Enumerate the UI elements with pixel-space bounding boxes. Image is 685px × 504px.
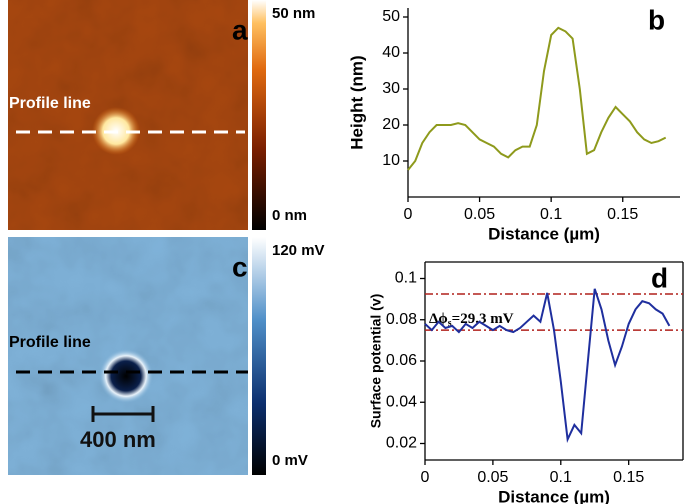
- y-tick-label: 0.1: [395, 270, 417, 287]
- annotation-subscript: s: [448, 318, 452, 329]
- y-tick-label: 0.08: [386, 311, 417, 328]
- y-axis-label: Height (nm): [347, 55, 366, 149]
- annotation-symbol: Δϕ: [429, 312, 448, 328]
- y-tick-label: 50: [382, 8, 400, 25]
- y-tick-label: 20: [382, 116, 400, 133]
- data-line: [407, 26, 667, 171]
- y-tick-label: 0.06: [386, 352, 417, 369]
- x-tick-label: 0.05: [464, 206, 495, 223]
- x-tick-label: 0: [421, 469, 430, 486]
- panel-label: d: [651, 262, 668, 293]
- image-c: [8, 237, 266, 475]
- x-tick-label: 0.15: [607, 206, 638, 223]
- annotation-text: =29.3 mV: [452, 312, 514, 328]
- x-tick-label: 0.1: [540, 206, 562, 223]
- x-axis-label: Distance (µm): [498, 487, 610, 504]
- x-tick-label: 0.15: [613, 469, 644, 486]
- annotation: Profile line: [9, 334, 91, 351]
- annotation: Profile line: [9, 95, 91, 112]
- y-tick-label: 40: [382, 44, 400, 61]
- y-tick-label: 30: [382, 80, 400, 97]
- annotation: Δϕs=29.3 mV: [429, 312, 514, 330]
- colorbar-label: 50 nm: [272, 5, 315, 22]
- data-line: [424, 288, 671, 443]
- y-tick-label: 10: [382, 152, 400, 169]
- x-axis-label: Distance (µm): [488, 224, 600, 243]
- colorbar-label: 0 nm: [272, 207, 307, 224]
- panel-label: b: [648, 4, 665, 35]
- colorbar-label: 120 mV: [272, 242, 325, 259]
- colorbar-label: 0 mV: [272, 452, 308, 469]
- scale-bar-label: 400 nm: [80, 427, 156, 452]
- x-tick-label: 0.05: [477, 469, 508, 486]
- x-tick-label: 0.1: [550, 469, 572, 486]
- y-axis-label: Surface potential (v): [368, 294, 384, 429]
- x-tick-label: 0: [404, 206, 413, 223]
- panel-label: c: [232, 251, 248, 282]
- y-tick-label: 0.04: [386, 393, 417, 410]
- image-a: [8, 0, 266, 230]
- y-tick-label: 0.02: [386, 435, 417, 452]
- panel-label: a: [232, 14, 248, 45]
